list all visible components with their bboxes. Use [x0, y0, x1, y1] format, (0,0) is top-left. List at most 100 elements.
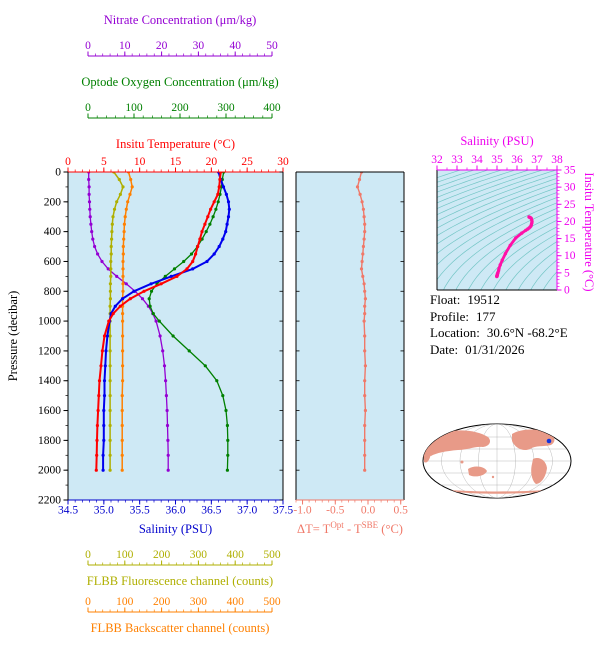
- temperature-tick-label: 15: [170, 156, 182, 168]
- backscatter-marker: [120, 468, 124, 472]
- profile-label: Profile:: [430, 308, 469, 324]
- salinity-marker: [120, 297, 125, 301]
- delta_t-marker: [363, 312, 367, 316]
- backscatter-marker: [123, 215, 127, 219]
- temperature-marker: [142, 289, 146, 293]
- delta_t-marker: [360, 259, 364, 264]
- oxygen-marker: [163, 274, 167, 278]
- float-value: 19512: [467, 292, 500, 307]
- temperature-marker: [217, 185, 221, 189]
- isopycnal-contour: [455, 213, 557, 290]
- delta_t-marker: [363, 334, 367, 338]
- salinity-marker: [224, 230, 228, 234]
- fluorescence-marker: [112, 207, 117, 211]
- backscatter-marker: [124, 207, 128, 211]
- fluorescence-tick-label: 400: [227, 549, 245, 561]
- delta_t-marker: [363, 453, 367, 457]
- delta_t-marker: [363, 468, 367, 472]
- delta-t-sup-sbe: SBE: [361, 519, 379, 530]
- fluorescence-marker: [108, 423, 112, 428]
- ts-curve-marker: [503, 252, 508, 256]
- ts-curve-marker: [500, 258, 504, 262]
- temperature-marker: [209, 207, 213, 211]
- oxygen-marker: [189, 252, 194, 256]
- oxygen-marker: [187, 349, 191, 353]
- fluorescence-marker: [110, 237, 114, 241]
- delta_t-marker: [361, 252, 365, 256]
- backscatter-marker: [121, 244, 125, 249]
- ts-temperature-tick-label: 0: [564, 285, 570, 297]
- temperature-tick-label: 0: [65, 156, 71, 168]
- ts-temperature-tick-label: 35: [564, 165, 576, 177]
- fluorescence-marker: [110, 230, 114, 234]
- date-value: 01/31/2026: [465, 341, 525, 357]
- delta_t-marker: [363, 423, 367, 428]
- oxygen-marker: [211, 215, 215, 219]
- salinity-marker: [169, 274, 173, 278]
- date-label: Date:: [430, 341, 459, 357]
- oxygen-marker: [204, 230, 208, 234]
- salinity-marker: [191, 267, 195, 271]
- backscatter-marker: [129, 177, 133, 182]
- fluorescence-marker: [108, 289, 112, 293]
- oxygen-marker: [221, 394, 225, 398]
- fluorescence-marker: [109, 244, 113, 249]
- delta_t-marker: [363, 222, 367, 226]
- fluorescence-tick-label: 200: [153, 549, 171, 561]
- nitrate-tick-label: 20: [156, 40, 168, 52]
- salinity-marker: [149, 282, 153, 286]
- delta-t-tick-label: 0.0: [361, 505, 376, 517]
- backscatter-tick-label: 400: [227, 596, 245, 608]
- delta-t-title-part: ΔT= T: [297, 522, 331, 536]
- temperature-marker: [191, 259, 195, 264]
- delta_t-marker: [363, 364, 367, 368]
- nitrate-marker: [87, 200, 92, 204]
- delta_t-marker: [363, 297, 367, 301]
- salinity-tick-label: 35.0: [94, 505, 114, 517]
- nitrate-marker: [106, 267, 110, 271]
- delta_t-marker: [363, 408, 367, 413]
- ts-temperature-tick-label: 15: [564, 233, 576, 245]
- pressure-tick-label: 800: [44, 286, 62, 298]
- temperature-marker: [97, 394, 101, 398]
- backscatter-marker: [130, 185, 134, 189]
- delta_t-marker: [357, 177, 362, 182]
- delta_t-marker: [363, 349, 367, 353]
- pressure-tick-label: 2200: [38, 495, 61, 507]
- fluorescence-tick-label: 0: [85, 549, 91, 561]
- salinity-marker: [102, 379, 107, 383]
- fluorescence-marker: [118, 192, 122, 196]
- pressure-tick-label: 2000: [38, 465, 61, 477]
- fluorescence-marker: [108, 408, 112, 413]
- temperature-marker: [95, 453, 99, 457]
- backscatter-tick-label: 300: [190, 596, 208, 608]
- isopycnal-contour: [437, 170, 517, 198]
- ts-salinity-axis-title: Salinity (PSU): [460, 134, 534, 148]
- isopycnal-contour: [437, 170, 476, 183]
- fluorescence-marker: [109, 267, 113, 271]
- ts-temperature-tick-label: 30: [564, 182, 576, 194]
- temperature-marker: [102, 334, 107, 338]
- pressure-tick-label: 600: [44, 256, 62, 268]
- delta_t-marker: [358, 192, 362, 196]
- salinity-tick-label: 34.5: [58, 505, 78, 517]
- oxygen-marker: [182, 259, 186, 264]
- salinity-marker: [226, 200, 231, 204]
- backscatter-marker: [120, 453, 124, 457]
- delta-t-title-part: - T: [343, 522, 362, 536]
- delta-t-tick-label: -0.5: [326, 505, 344, 517]
- nitrate-tick-label: 0: [85, 40, 91, 52]
- salinity-marker: [227, 207, 231, 211]
- salinity-marker: [102, 408, 106, 413]
- nitrate-marker: [166, 468, 170, 472]
- backscatter-marker: [121, 259, 125, 264]
- oxygen-tick-label: 400: [263, 102, 281, 114]
- temperature-axis-title: Insitu Temperature (°C): [115, 137, 236, 151]
- profile-line: Profile: 177: [430, 309, 568, 326]
- temperature-marker: [185, 267, 189, 271]
- nitrate-marker: [166, 453, 170, 457]
- delta-t-tick-label: 0.5: [394, 505, 409, 517]
- backscatter-marker: [120, 423, 124, 428]
- salinity-marker: [102, 423, 106, 428]
- temperature-marker: [95, 423, 99, 428]
